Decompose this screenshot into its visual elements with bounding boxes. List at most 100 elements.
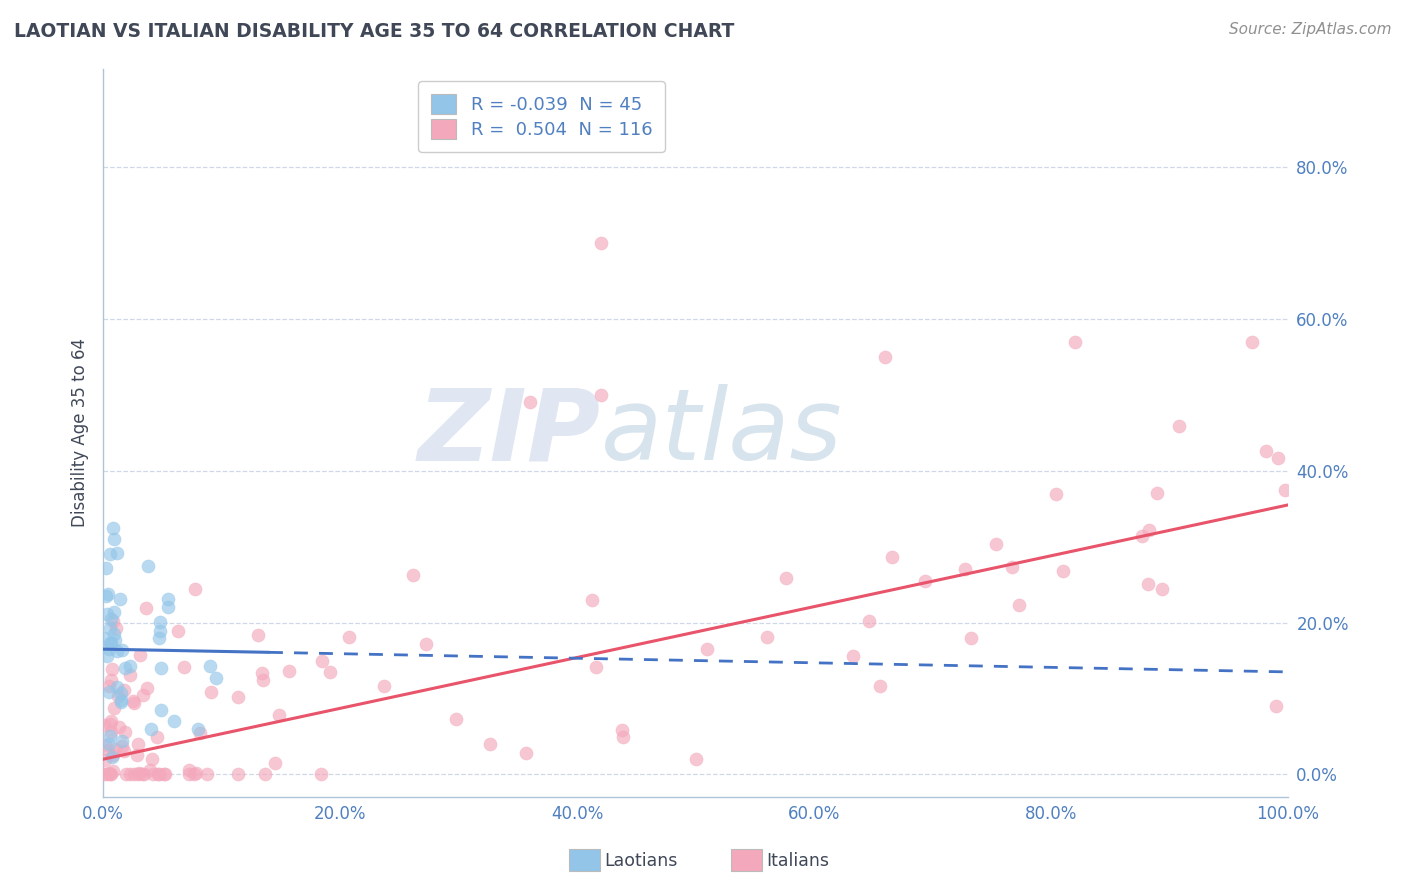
Point [696, 642, 718, 657]
Point [880, 549, 903, 564]
Point [103, 605, 125, 619]
Point [103, 742, 125, 756]
Point [1150, 582, 1173, 596]
Point [1063, 334, 1085, 349]
Point [98, 547, 121, 561]
Point [146, 730, 169, 744]
Text: ZIP: ZIP [418, 384, 600, 482]
Point [97, 587, 120, 601]
Point [1265, 699, 1288, 714]
Point [156, 592, 179, 607]
Point [142, 767, 165, 781]
Point [446, 712, 468, 726]
Point [337, 630, 360, 644]
Point [246, 628, 269, 642]
Point [589, 388, 612, 402]
Text: Laotians: Laotians [605, 852, 678, 870]
Point [98, 635, 121, 649]
Point [610, 723, 633, 737]
Point [157, 599, 180, 614]
Point [278, 664, 301, 678]
Point [1045, 487, 1067, 501]
Point [519, 395, 541, 409]
Point [1052, 564, 1074, 578]
Point [581, 592, 603, 607]
Point [200, 658, 222, 673]
Point [122, 697, 145, 711]
Point [188, 726, 211, 740]
Point [149, 615, 172, 630]
Point [141, 752, 163, 766]
Text: Source: ZipAtlas.com: Source: ZipAtlas.com [1229, 22, 1392, 37]
Point [98, 737, 121, 751]
Point [105, 621, 128, 635]
Point [1008, 598, 1031, 612]
Point [263, 756, 285, 770]
Point [103, 532, 125, 546]
Point [179, 767, 201, 781]
Point [149, 703, 172, 717]
Point [115, 767, 138, 781]
Point [98, 717, 121, 731]
Point [914, 574, 936, 588]
Point [120, 668, 142, 682]
Point [136, 558, 159, 573]
Point [101, 747, 124, 762]
Point [150, 661, 173, 675]
Y-axis label: Disability Age 35 to 64: Disability Age 35 to 64 [72, 338, 89, 527]
Point [167, 624, 190, 638]
Point [120, 767, 142, 781]
Point [131, 767, 153, 781]
Point [1136, 577, 1159, 591]
Point [146, 767, 169, 781]
Point [114, 725, 136, 739]
Point [311, 654, 333, 668]
Point [96, 607, 118, 621]
Point [858, 614, 880, 628]
Point [1130, 528, 1153, 542]
Point [319, 665, 342, 679]
Point [111, 643, 134, 657]
Point [111, 739, 134, 753]
Point [98, 621, 121, 635]
Point [122, 767, 145, 781]
Point [139, 722, 162, 736]
Point [107, 689, 129, 703]
Point [101, 614, 124, 628]
Point [98, 730, 121, 744]
Point [132, 689, 155, 703]
Point [153, 767, 176, 781]
Point [1167, 419, 1189, 434]
Point [100, 673, 122, 687]
Point [122, 694, 145, 708]
Point [101, 750, 124, 764]
Point [110, 686, 132, 700]
Point [96, 649, 118, 664]
Point [110, 693, 132, 707]
Point [515, 746, 537, 760]
Point [195, 767, 218, 781]
Point [98, 679, 121, 693]
Point [200, 684, 222, 698]
Point [105, 680, 128, 694]
Point [148, 632, 170, 646]
Point [96, 767, 118, 781]
Point [309, 767, 332, 781]
Point [93, 767, 115, 781]
Point [112, 744, 135, 758]
Point [98, 685, 121, 699]
Point [94, 753, 117, 767]
Point [250, 665, 273, 680]
Point [94, 561, 117, 575]
Point [267, 708, 290, 723]
Point [110, 695, 132, 709]
Point [94, 738, 117, 752]
Point [685, 752, 707, 766]
Point [1139, 524, 1161, 538]
Point [98, 765, 121, 780]
Point [118, 659, 141, 673]
Point [97, 743, 120, 757]
Point [136, 681, 159, 696]
Point [114, 661, 136, 675]
Point [1241, 334, 1264, 349]
